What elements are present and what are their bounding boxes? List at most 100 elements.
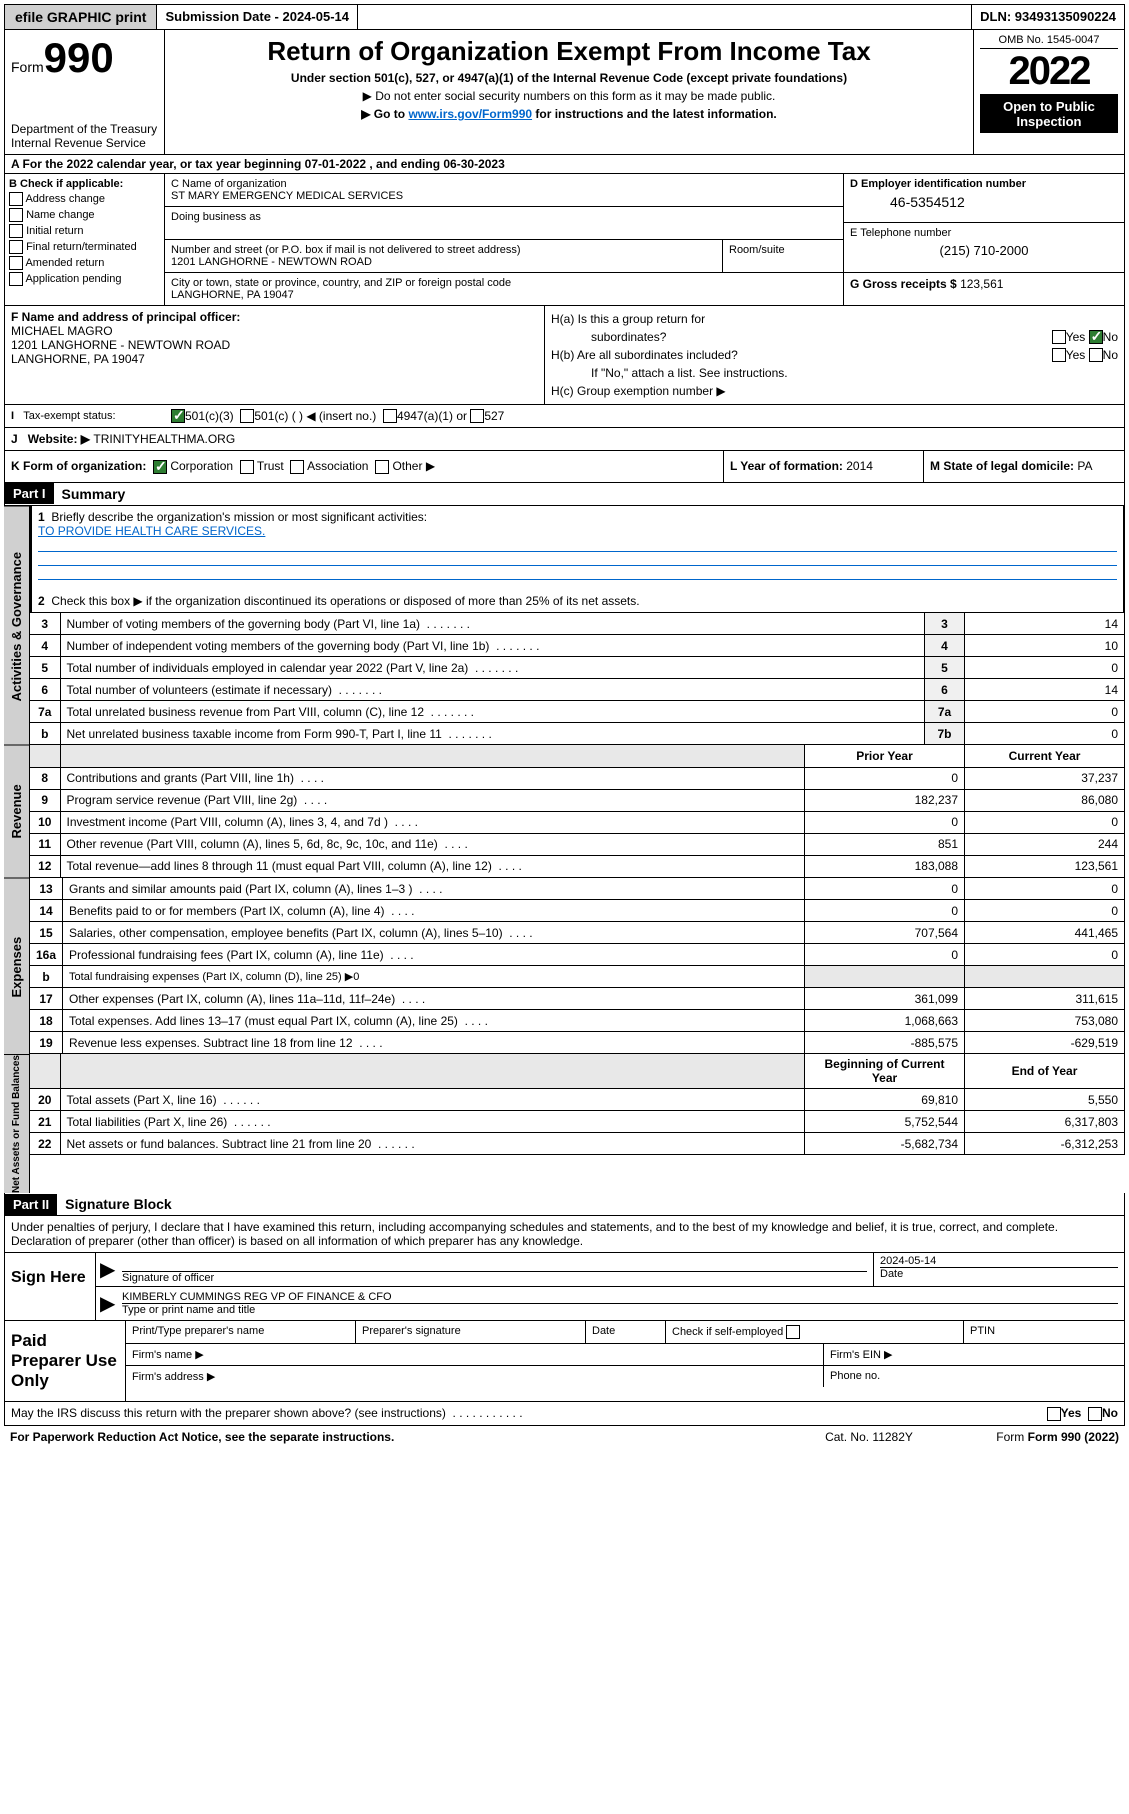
addr-value: 1201 LANGHORNE - NEWTOWN ROAD (171, 256, 716, 268)
may-discuss-row: May the IRS discuss this return with the… (4, 1402, 1125, 1426)
firm-ein-label: Firm's EIN ▶ (824, 1344, 1124, 1365)
preparer-sig-label: Preparer's signature (356, 1321, 586, 1343)
table-row: 17Other expenses (Part IX, column (A), l… (30, 988, 1125, 1010)
dba-label: Doing business as (171, 211, 837, 223)
signer-name: KIMBERLY CUMMINGS REG VP OF FINANCE & CF… (122, 1291, 392, 1303)
e-tel-label: E Telephone number (850, 227, 1118, 239)
check-trust[interactable] (240, 460, 254, 474)
org-name: ST MARY EMERGENCY MEDICAL SERVICES (171, 190, 837, 202)
row-i-tax-status: I Tax-exempt status: 501(c)(3) 501(c) ( … (4, 405, 1125, 428)
discuss-no-check[interactable] (1088, 1407, 1102, 1421)
check-corporation[interactable] (153, 460, 167, 474)
check-4947[interactable] (383, 409, 397, 423)
table-row: 7aTotal unrelated business revenue from … (30, 701, 1125, 723)
check-amended-return[interactable] (9, 256, 23, 270)
irs-label: Internal Revenue Service (11, 136, 158, 150)
firm-addr-label: Firm's address ▶ (126, 1366, 824, 1387)
table-row: 21Total liabilities (Part X, line 26) . … (30, 1111, 1125, 1133)
arrow-icon: ▶ (96, 1287, 116, 1320)
date-label: Date (880, 1268, 903, 1280)
col-end-year: End of Year (965, 1054, 1125, 1089)
penalties-text: Under penalties of perjury, I declare th… (4, 1216, 1125, 1253)
vtab-expenses: Expenses (4, 878, 30, 1055)
row-a-period: A For the 2022 calendar year, or tax yea… (4, 155, 1125, 174)
table-row: 15Salaries, other compensation, employee… (30, 922, 1125, 944)
col-current-year: Current Year (965, 745, 1125, 767)
expenses-table: 13Grants and similar amounts paid (Part … (30, 878, 1125, 1055)
paid-preparer-block: Paid Preparer Use Only Print/Type prepar… (4, 1321, 1125, 1402)
arrow-icon: ▶ (96, 1253, 116, 1286)
efile-button[interactable]: efile GRAPHIC print (5, 5, 157, 29)
submission-date: Submission Date - 2024-05-14 (157, 5, 358, 29)
open-to-public: Open to Public Inspection (980, 94, 1118, 133)
part1-header: Part I Summary (4, 483, 1125, 506)
table-row: 19Revenue less expenses. Subtract line 1… (30, 1032, 1125, 1054)
hb-no-check[interactable] (1089, 348, 1103, 362)
ha-no-check[interactable] (1089, 330, 1103, 344)
revenue-table: Prior YearCurrent Year 8Contributions an… (30, 745, 1125, 878)
dept-treasury: Department of the Treasury (11, 122, 158, 136)
table-row: 13Grants and similar amounts paid (Part … (30, 878, 1125, 900)
part2-header: Part II Signature Block (4, 1193, 1125, 1216)
hc-label: H(c) Group exemption number ▶ (551, 384, 726, 398)
f-label: F Name and address of principal officer: (11, 310, 240, 324)
vtab-net-assets: Net Assets or Fund Balances (4, 1054, 30, 1193)
ssn-note: ▶ Do not enter social security numbers o… (175, 89, 963, 103)
check-association[interactable] (290, 460, 304, 474)
check-501c[interactable] (240, 409, 254, 423)
ha-label: H(a) Is this a group return for (551, 312, 705, 326)
check-527[interactable] (470, 409, 484, 423)
table-row: bNet unrelated business taxable income f… (30, 723, 1125, 745)
table-row: 14Benefits paid to or for members (Part … (30, 900, 1125, 922)
check-address-change[interactable] (9, 192, 23, 206)
col-begin-year: Beginning of Current Year (805, 1054, 965, 1089)
net-assets-table: Beginning of Current YearEnd of Year 20T… (30, 1054, 1125, 1155)
table-row: 11Other revenue (Part VIII, column (A), … (30, 833, 1125, 855)
table-row: bTotal fundraising expenses (Part IX, co… (30, 966, 1125, 988)
goto-post: for instructions and the latest informat… (532, 107, 777, 121)
table-row: 4Number of independent voting members of… (30, 635, 1125, 657)
name-title-label: Type or print name and title (122, 1304, 255, 1316)
check-final-return[interactable] (9, 240, 23, 254)
ha-sub: subordinates? (591, 330, 666, 344)
ha-yes-check[interactable] (1052, 330, 1066, 344)
dln: DLN: 93493135090224 (972, 5, 1124, 29)
form-number: 990 (44, 34, 114, 81)
table-row: 5Total number of individuals employed in… (30, 657, 1125, 679)
table-row: 9Program service revenue (Part VIII, lin… (30, 789, 1125, 811)
sign-here-block: Sign Here ▶ Signature of officer 2024-05… (4, 1253, 1125, 1321)
irs-link[interactable]: www.irs.gov/Form990 (408, 107, 532, 121)
officer-name: MICHAEL MAGRO (11, 324, 113, 338)
preparer-date-label: Date (586, 1321, 666, 1343)
officer-addr2: LANGHORNE, PA 19047 (11, 352, 145, 366)
governance-table: 3Number of voting members of the governi… (30, 613, 1125, 746)
ein-value: 46-5354512 (850, 190, 1118, 210)
mission-text: TO PROVIDE HEALTH CARE SERVICES. (38, 524, 265, 538)
form-title: Return of Organization Exempt From Incom… (175, 36, 963, 67)
cat-no: Cat. No. 11282Y (769, 1430, 969, 1444)
phone-label: Phone no. (824, 1366, 1124, 1387)
website-url: TRINITYHEALTHMA.ORG (93, 432, 235, 446)
city-label: City or town, state or province, country… (171, 277, 837, 289)
check-501c3[interactable] (171, 409, 185, 423)
state-domicile: PA (1077, 459, 1092, 473)
room-suite-label: Room/suite (723, 240, 843, 272)
top-toolbar: efile GRAPHIC print Submission Date - 20… (4, 4, 1125, 30)
discuss-yes-check[interactable] (1047, 1407, 1061, 1421)
tel-value: (215) 710-2000 (850, 239, 1118, 258)
ptin-label: PTIN (964, 1321, 1124, 1343)
check-initial-return[interactable] (9, 224, 23, 238)
hb-yes-check[interactable] (1052, 348, 1066, 362)
check-application-pending[interactable] (9, 272, 23, 286)
table-row: 6Total number of volunteers (estimate if… (30, 679, 1125, 701)
table-row: 22Net assets or fund balances. Subtract … (30, 1133, 1125, 1155)
table-row: 8Contributions and grants (Part VIII, li… (30, 767, 1125, 789)
form-subtitle: Under section 501(c), 527, or 4947(a)(1)… (175, 71, 963, 85)
vtab-governance: Activities & Governance (4, 506, 30, 746)
b-label: B Check if applicable: (9, 178, 160, 190)
pra-notice: For Paperwork Reduction Act Notice, see … (10, 1430, 394, 1444)
omb-number: OMB No. 1545-0047 (980, 34, 1118, 49)
check-other[interactable] (375, 460, 389, 474)
check-name-change[interactable] (9, 208, 23, 222)
form-footer: Form Form 990 (2022) (969, 1430, 1119, 1444)
